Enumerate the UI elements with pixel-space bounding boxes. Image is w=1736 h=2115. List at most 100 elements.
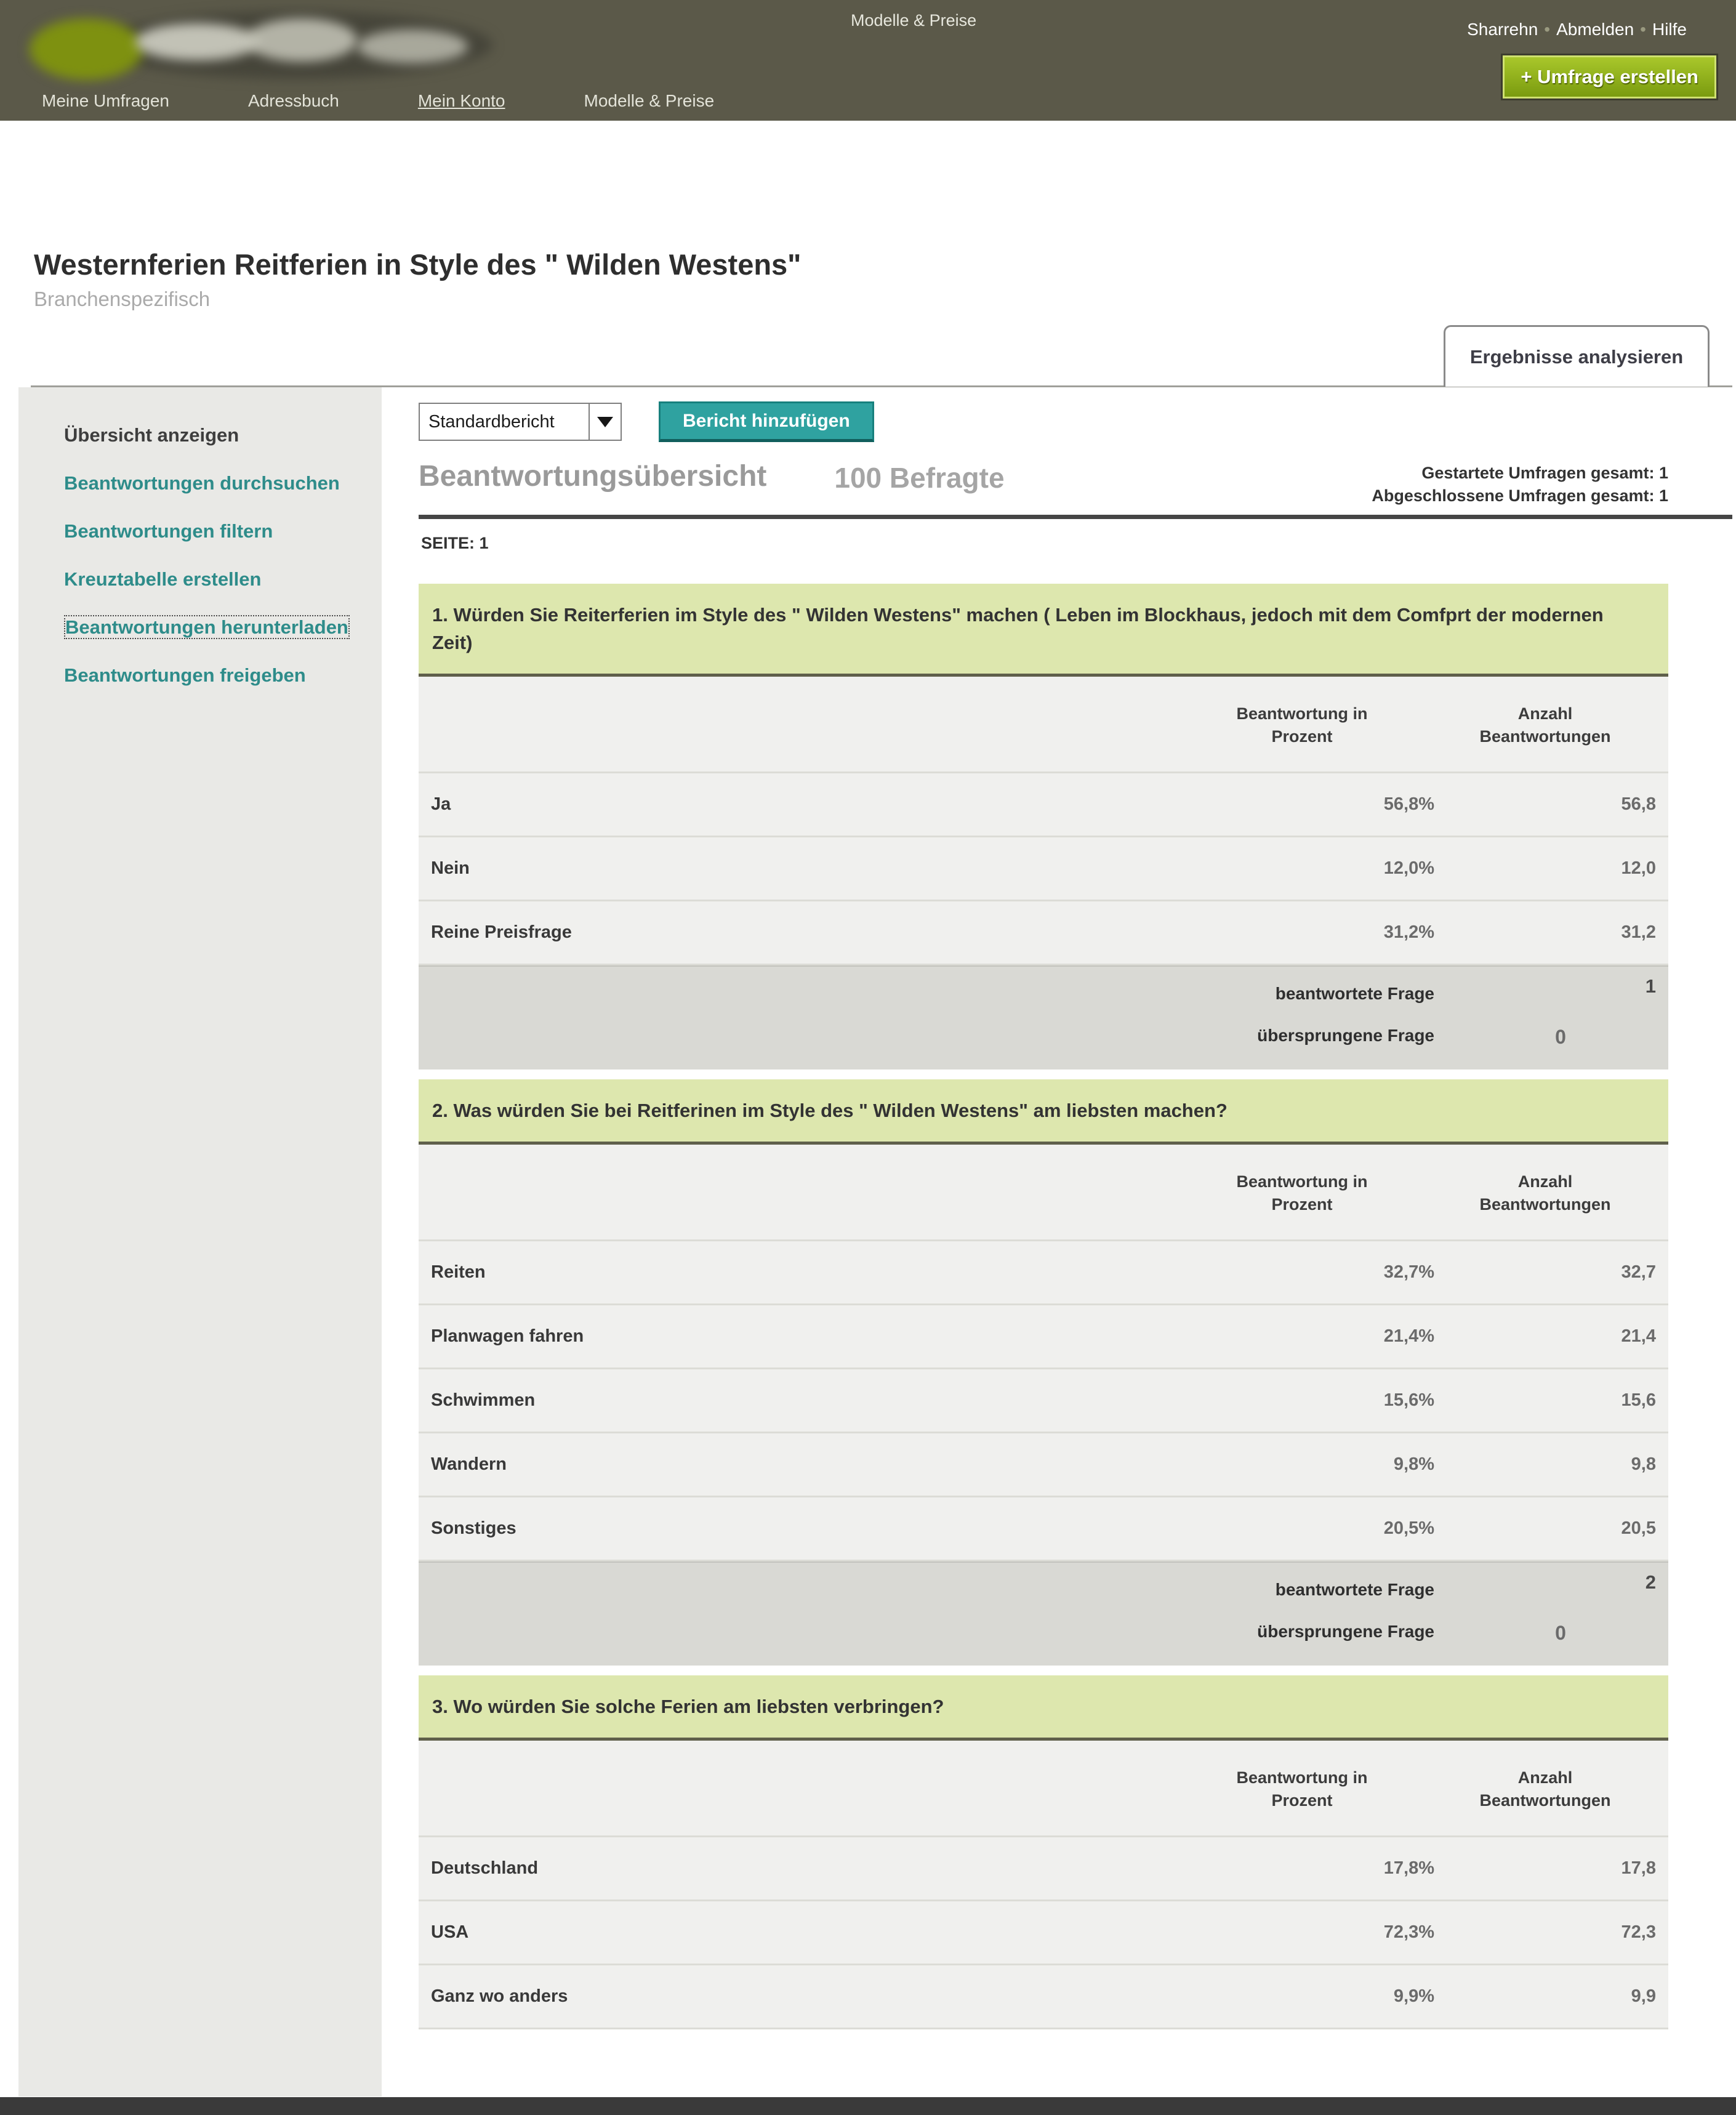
nav-address-book[interactable]: Adressbuch	[247, 91, 339, 110]
sidebar: Übersicht anzeigen Beantwortungen durchs…	[18, 387, 382, 2097]
logo-shape	[30, 18, 143, 80]
column-header-percent: Beantwortung in Prozent	[1236, 1172, 1368, 1214]
answer-label: Sonstiges	[431, 1518, 516, 1538]
table-row: Reine Preisfrage 31,2% 31,2	[419, 901, 1668, 965]
table-column-headers: Beantwortung in Prozent Anzahl Beantwort…	[419, 1741, 1668, 1837]
survey-totals: Gestartete Umfragen gesamt: 1 Abgeschlos…	[1372, 459, 1668, 507]
username-link[interactable]: Sharrehn	[1467, 20, 1538, 39]
survey-category: Branchenspezifisch	[34, 288, 211, 310]
sidebar-item-download-responses[interactable]: Beantwortungen herunterladen	[64, 615, 357, 640]
sidebar-item-crosstab[interactable]: Kreuztabelle erstellen	[64, 568, 262, 590]
sidebar-item-show-overview[interactable]: Übersicht anzeigen	[64, 424, 239, 446]
completed-total: Abgeschlossene Umfragen gesamt: 1	[1372, 486, 1668, 505]
question-footer: beantwortete Frage 1 übersprungene Frage…	[419, 965, 1668, 1070]
create-survey-button[interactable]: + Umfrage erstellen	[1503, 55, 1716, 99]
table-row: Ganz wo anders 9,9% 9,9	[419, 1965, 1668, 2029]
report-select[interactable]: Standardbericht	[419, 403, 622, 441]
skipped-question-label: übersprungene Frage	[1257, 1622, 1434, 1641]
sidebar-item-filter-responses[interactable]: Beantwortungen filtern	[64, 520, 273, 542]
question-title: 2. Was würden Sie bei Reitferinen im Sty…	[419, 1079, 1668, 1145]
table-column-headers: Beantwortung in Prozent Anzahl Beantwort…	[419, 677, 1668, 773]
table-row: USA 72,3% 72,3	[419, 1901, 1668, 1965]
logo-blurred[interactable]	[25, 5, 505, 85]
overview-heading-row: Beantwortungsübersicht 100 Befragte Gest…	[419, 459, 1668, 507]
table-row: Schwimmen 15,6% 15,6	[419, 1369, 1668, 1433]
answer-count: 12,0	[1621, 858, 1656, 878]
dot-separator: •	[1544, 20, 1551, 39]
question-section-2: 2. Was würden Sie bei Reitferinen im Sty…	[419, 1079, 1668, 1666]
skipped-question-value: 0	[1555, 1622, 1566, 1644]
sidebar-item-browse-responses[interactable]: Beantwortungen durchsuchen	[64, 472, 340, 494]
column-header-count: Anzahl Beantwortungen	[1479, 1768, 1611, 1810]
column-header-count: Anzahl Beantwortungen	[1479, 1172, 1611, 1214]
answer-count: 31,2	[1621, 922, 1656, 942]
nav-my-surveys[interactable]: Meine Umfragen	[42, 91, 169, 110]
answer-label: Deutschland	[431, 1858, 539, 1878]
dot-separator: •	[1640, 20, 1646, 39]
chevron-down-icon	[597, 416, 613, 427]
nav-my-account[interactable]: Mein Konto	[417, 91, 505, 110]
answered-question-label: beantwortete Frage	[1275, 984, 1434, 1003]
table-row: Nein 12,0% 12,0	[419, 837, 1668, 901]
report-controls: Standardbericht Bericht hinzufügen	[419, 401, 1668, 442]
question-title: 1. Würden Sie Reiterferien im Style des …	[419, 584, 1668, 677]
logo-shape	[246, 18, 357, 62]
header-link-plans[interactable]: Modelle & Preise	[851, 11, 977, 30]
table-row: Wandern 9,8% 9,8	[419, 1433, 1668, 1497]
answer-count: 17,8	[1621, 1858, 1656, 1878]
overview-heading: Beantwortungsübersicht	[419, 460, 767, 493]
answer-percent: 72,3%	[1383, 1922, 1434, 1942]
answer-count: 32,7	[1621, 1262, 1656, 1282]
respondents-count: 100 Befragte	[834, 462, 1005, 494]
select-dropdown-button[interactable]	[589, 404, 621, 440]
page-title: Westernferien Reitferien in Style des " …	[34, 248, 802, 281]
main-nav: Meine Umfragen Adressbuch Mein Konto Mod…	[42, 91, 793, 111]
answer-label: Reine Preisfrage	[431, 922, 572, 942]
nav-plans-pricing[interactable]: Modelle & Preise	[584, 91, 715, 110]
answer-percent: 15,6%	[1383, 1390, 1434, 1410]
tab-analyze-results[interactable]: Ergebnisse analysieren	[1444, 325, 1710, 387]
answered-question-value: 2	[1645, 1571, 1656, 1593]
answer-percent: 21,4%	[1383, 1326, 1434, 1346]
page-number-label: SEITE: 1	[421, 534, 489, 552]
logout-link[interactable]: Abmelden	[1556, 20, 1634, 39]
skipped-question-label: übersprungene Frage	[1257, 1026, 1434, 1045]
help-link[interactable]: Hilfe	[1652, 20, 1687, 39]
top-header-bar: Modelle & Preise Sharrehn • Abmelden • Hilfe…	[0, 0, 1736, 121]
question-section-3: 3. Wo würden Sie solche Ferien am liebst…	[419, 1675, 1668, 2029]
answer-label: Planwagen fahren	[431, 1326, 584, 1346]
column-header-percent: Beantwortung in Prozent	[1236, 1768, 1368, 1810]
tab-bar-divider	[31, 385, 1732, 387]
report-select-value: Standardbericht	[428, 411, 555, 432]
answer-percent: 9,9%	[1393, 1986, 1434, 2006]
answer-percent: 32,7%	[1383, 1262, 1434, 1282]
answer-count: 72,3	[1621, 1922, 1656, 1942]
bottom-cutoff-bar	[0, 2097, 1736, 2115]
logo-shape	[135, 23, 259, 60]
answer-percent: 56,8%	[1383, 794, 1434, 814]
answer-percent: 12,0%	[1383, 858, 1434, 878]
add-report-button[interactable]: Bericht hinzufügen	[659, 401, 874, 442]
user-links: Sharrehn • Abmelden • Hilfe	[1467, 20, 1687, 39]
answer-count: 20,5	[1621, 1518, 1656, 1538]
answered-question-label: beantwortete Frage	[1275, 1580, 1434, 1599]
answer-label: Ganz wo anders	[431, 1986, 568, 2006]
column-header-count: Anzahl Beantwortungen	[1479, 704, 1611, 746]
skipped-question-value: 0	[1555, 1026, 1566, 1048]
answer-label: Reiten	[431, 1262, 486, 1282]
heading-rule	[419, 515, 1732, 519]
answer-count: 15,6	[1621, 1390, 1656, 1410]
table-row: Sonstiges 20,5% 20,5	[419, 1497, 1668, 1561]
answer-count: 9,8	[1631, 1454, 1656, 1474]
answer-count: 56,8	[1621, 794, 1656, 814]
sidebar-item-share-responses[interactable]: Beantwortungen freigeben	[64, 664, 306, 686]
answer-percent: 31,2%	[1383, 922, 1434, 942]
logo-shape	[357, 30, 468, 63]
answer-label: Nein	[431, 858, 470, 878]
question-title: 3. Wo würden Sie solche Ferien am liebst…	[419, 1675, 1668, 1741]
answered-question-value: 1	[1645, 975, 1656, 997]
answer-label: Ja	[431, 794, 451, 814]
main-content: Standardbericht Bericht hinzufügen Beant…	[419, 401, 1732, 2039]
focus-outline: Beantwortungen herunterladen	[64, 615, 350, 639]
column-header-percent: Beantwortung in Prozent	[1236, 704, 1368, 746]
